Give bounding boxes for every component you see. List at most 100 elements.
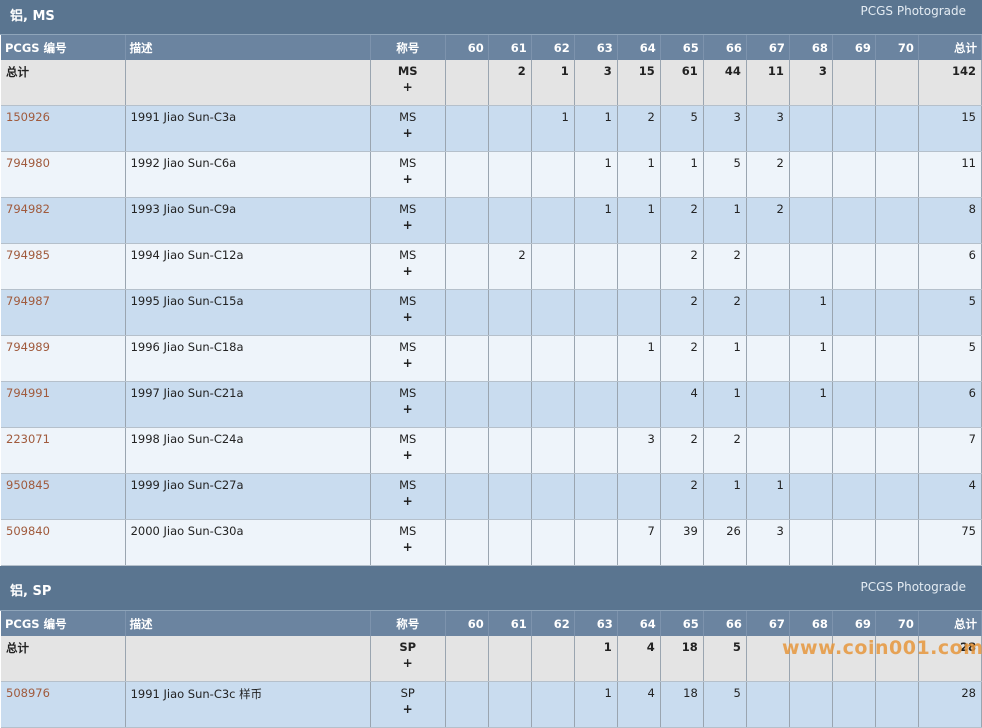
grade-count-cell — [832, 473, 876, 520]
column-header-grade[interactable]: 69 — [832, 35, 876, 60]
pcgs-number-link[interactable]: 794980 — [6, 156, 50, 170]
pcgs-number-link[interactable]: 794991 — [6, 386, 50, 400]
pcgs-number-link[interactable]: 223071 — [6, 432, 50, 446]
column-header-grade[interactable]: 60 — [445, 611, 489, 636]
column-header-grade[interactable]: 63 — [574, 35, 618, 60]
grade-count-cell — [832, 519, 876, 566]
grade-count-cell: 5 — [703, 681, 747, 728]
denomination-label: MS — [399, 156, 417, 170]
grade-count-cell: 2 — [660, 243, 704, 290]
total-count-cell: 8 — [918, 197, 982, 244]
denomination-cell: MS + — [370, 289, 446, 336]
plus-icon[interactable]: + — [402, 264, 413, 278]
plus-icon[interactable]: + — [402, 356, 413, 370]
column-header-grade[interactable]: 68 — [789, 611, 833, 636]
column-header-grade[interactable]: 70 — [875, 35, 919, 60]
column-header-desc[interactable]: 描述 — [125, 35, 371, 60]
plus-icon[interactable]: + — [402, 310, 413, 324]
column-header-grade[interactable]: 69 — [832, 611, 876, 636]
column-header-grade[interactable]: 66 — [703, 35, 747, 60]
column-header-grade[interactable]: 62 — [531, 611, 575, 636]
pcgs-number-link[interactable]: 794985 — [6, 248, 50, 262]
grade-count-cell: 1 — [789, 335, 833, 382]
denomination-cell: MS + — [370, 60, 446, 106]
column-header-pcgs[interactable]: PCGS 编号 — [1, 35, 126, 60]
grade-count-cell — [832, 243, 876, 290]
column-header-grade[interactable]: 62 — [531, 35, 575, 60]
plus-icon[interactable]: + — [402, 80, 413, 94]
plus-icon[interactable]: + — [402, 448, 413, 462]
photograde-link[interactable]: PCGS Photograde — [860, 580, 966, 594]
column-header-grade[interactable]: 64 — [617, 611, 661, 636]
column-header-grade[interactable]: 66 — [703, 611, 747, 636]
table-row: 223071 1998 Jiao Sun-C24a MS +3 2 2 7 — [1, 427, 982, 474]
column-header-total[interactable]: 总计 — [918, 35, 982, 60]
column-header-desc[interactable]: 描述 — [125, 611, 371, 636]
plus-icon[interactable]: + — [402, 540, 413, 554]
column-header-grade[interactable]: 64 — [617, 35, 661, 60]
denomination-cell: MS + — [370, 473, 446, 520]
pcgs-number-cell: 508976 — [1, 681, 126, 728]
denomination-label: MS — [399, 340, 417, 354]
table-row: 509840 2000 Jiao Sun-C30a MS +7 39 26 3 75 — [1, 519, 982, 566]
grade-count-cell: 1 — [703, 335, 747, 382]
grade-count-cell — [832, 105, 876, 152]
column-header-grade[interactable]: 61 — [488, 611, 532, 636]
column-header-total[interactable]: 总计 — [918, 611, 982, 636]
column-header-grade[interactable]: 65 — [660, 35, 704, 60]
column-header-row: PCGS 编号 描述 称号 60 61 62 63 64 65 66 67 68 69 70 总计 — [1, 35, 982, 60]
column-header-denom[interactable]: 称号 — [370, 611, 446, 636]
pcgs-number-link[interactable]: 794982 — [6, 202, 50, 216]
column-header-grade[interactable]: 60 — [445, 35, 489, 60]
grade-count-cell: 1 — [703, 381, 747, 428]
plus-icon[interactable]: + — [402, 126, 413, 140]
table-row: 150926 1991 Jiao Sun-C3a MS +1 1 2 5 3 3 15 — [1, 105, 982, 152]
grade-count-cell: 1 — [617, 197, 661, 244]
pcgs-number-link[interactable]: 794989 — [6, 340, 50, 354]
grade-count-cell: 5 — [703, 636, 747, 682]
pcgs-number-link[interactable]: 508976 — [6, 686, 50, 700]
pcgs-number-link[interactable]: 794987 — [6, 294, 50, 308]
plus-icon[interactable]: + — [402, 702, 413, 716]
grade-count-cell — [875, 243, 919, 290]
pcgs-number-link[interactable]: 509840 — [6, 524, 50, 538]
grade-count-cell: 2 — [660, 289, 704, 336]
column-header-grade[interactable]: 67 — [746, 611, 790, 636]
grade-count-cell — [875, 289, 919, 336]
column-header-grade[interactable]: 67 — [746, 35, 790, 60]
column-header-grade[interactable]: 63 — [574, 611, 618, 636]
column-header-pcgs[interactable]: PCGS 编号 — [1, 611, 126, 636]
grade-count-cell — [488, 105, 532, 152]
pcgs-number-cell: 794982 — [1, 197, 126, 244]
column-header-denom[interactable]: 称号 — [370, 35, 446, 60]
grade-count-cell — [789, 473, 833, 520]
plus-icon[interactable]: + — [402, 402, 413, 416]
column-header-grade[interactable]: 61 — [488, 35, 532, 60]
grade-count-cell — [445, 105, 489, 152]
grade-count-cell: 61 — [660, 60, 704, 106]
grade-count-cell — [445, 381, 489, 428]
grade-count-cell — [875, 151, 919, 198]
pcgs-number-cell: 950845 — [1, 473, 126, 520]
column-header-grade[interactable]: 70 — [875, 611, 919, 636]
photograde-link[interactable]: PCGS Photograde — [860, 4, 966, 18]
grade-count-cell — [746, 427, 790, 474]
description-cell: 1998 Jiao Sun-C24a — [125, 427, 371, 474]
grade-count-cell: 4 — [617, 681, 661, 728]
table-row: 794991 1997 Jiao Sun-C21a MS +4 1 1 6 — [1, 381, 982, 428]
denomination-label: MS — [399, 432, 417, 446]
column-header-grade[interactable]: 65 — [660, 611, 704, 636]
plus-icon[interactable]: + — [402, 172, 413, 186]
grade-count-cell — [832, 381, 876, 428]
total-count-cell: 15 — [918, 105, 982, 152]
column-header-grade[interactable]: 68 — [789, 35, 833, 60]
plus-icon[interactable]: + — [402, 494, 413, 508]
grade-count-cell: 1 — [574, 151, 618, 198]
pcgs-number-link[interactable]: 150926 — [6, 110, 50, 124]
pcgs-number-link[interactable]: 950845 — [6, 478, 50, 492]
plus-icon[interactable]: + — [402, 218, 413, 232]
grade-count-cell — [531, 335, 575, 382]
population-table: PCGS 编号 描述 称号 60 61 62 63 64 65 66 67 68 69 70 总计 总计 SP +… — [1, 611, 982, 728]
plus-icon[interactable]: + — [402, 656, 413, 670]
grade-count-cell — [832, 151, 876, 198]
